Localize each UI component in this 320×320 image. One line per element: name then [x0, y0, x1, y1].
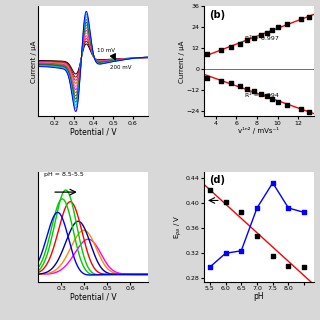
Point [286, 263, 291, 268]
X-axis label: pH: pH [253, 292, 264, 301]
Point [239, 248, 244, 253]
Point [306, 109, 311, 115]
Point [258, 91, 263, 96]
Point [237, 83, 242, 88]
Point [207, 265, 212, 270]
Point [205, 76, 210, 81]
Point [223, 251, 228, 256]
Point [302, 210, 307, 215]
Text: (d): (d) [209, 175, 225, 185]
Text: R² = 0.994: R² = 0.994 [245, 93, 278, 98]
Point [264, 94, 269, 99]
Point [298, 16, 303, 21]
Point [205, 51, 210, 56]
Point [270, 180, 275, 185]
Text: R² = 0.997: R² = 0.997 [245, 36, 278, 41]
X-axis label: v¹ⁿ² / mVs⁻¹: v¹ⁿ² / mVs⁻¹ [238, 127, 279, 134]
Point [275, 25, 280, 30]
Y-axis label: Current / μA: Current / μA [31, 40, 37, 83]
Point [270, 96, 275, 101]
X-axis label: Potential / V: Potential / V [70, 127, 117, 136]
Point [228, 44, 234, 49]
Text: (b): (b) [209, 10, 225, 20]
Point [298, 107, 303, 112]
Point [218, 78, 223, 83]
Text: pH = 8.5-5.5: pH = 8.5-5.5 [44, 172, 84, 177]
Point [218, 48, 223, 53]
Point [286, 205, 291, 211]
Point [237, 41, 242, 46]
Point [228, 81, 234, 86]
Point [264, 30, 269, 35]
Point [223, 200, 228, 205]
Point [254, 205, 260, 211]
Point [258, 33, 263, 38]
Y-axis label: Current / μA: Current / μA [179, 40, 185, 83]
Point [285, 103, 290, 108]
Point [285, 21, 290, 27]
Point [245, 86, 250, 91]
Point [207, 188, 212, 193]
Point [275, 99, 280, 104]
Point [270, 253, 275, 258]
Point [306, 14, 311, 20]
Point [239, 209, 244, 214]
Point [252, 35, 257, 40]
Point [270, 28, 275, 33]
Point [245, 38, 250, 43]
Point [252, 89, 257, 94]
Text: 10 mV: 10 mV [97, 48, 115, 53]
X-axis label: Potential / V: Potential / V [70, 292, 117, 301]
Text: 200 mV: 200 mV [110, 65, 132, 70]
Point [254, 233, 260, 238]
Y-axis label: E$_{pa}$ / V: E$_{pa}$ / V [172, 214, 184, 239]
Point [302, 265, 307, 270]
